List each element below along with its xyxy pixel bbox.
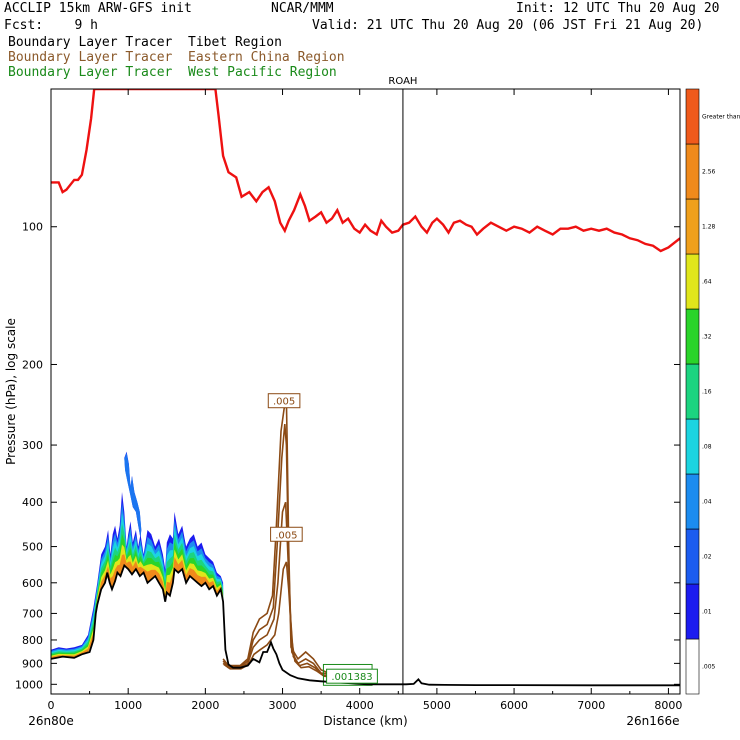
x-tick-label: 8000 xyxy=(654,699,682,712)
x-tick-label: 5000 xyxy=(423,699,451,712)
contour-label: .005 xyxy=(275,530,297,541)
contour-label-box xyxy=(270,526,303,542)
contour-label: .001383 xyxy=(331,672,372,683)
eastern-china-contour xyxy=(222,424,360,677)
colorbar-label: Greater than xyxy=(702,114,740,121)
colorbar-swatch xyxy=(685,583,700,640)
colorbar-label: .32 xyxy=(702,334,712,341)
y-tick-label: 900 xyxy=(22,657,43,670)
colorbar-label: .64 xyxy=(702,279,712,286)
y-tick-label: 800 xyxy=(22,634,43,647)
colorbar-swatch xyxy=(685,363,700,420)
colorbar-swatch xyxy=(685,638,700,695)
eastern-china-contour xyxy=(222,501,360,678)
colorbar-label: 2.56 xyxy=(702,169,716,176)
colorbar-label: .02 xyxy=(702,554,712,561)
colorbar-swatch xyxy=(685,88,700,145)
colorbar-swatch xyxy=(685,528,700,585)
y-tick-label: 300 xyxy=(22,439,43,452)
colorbar-swatch xyxy=(685,418,700,475)
valid-time: Valid: 21 UTC Thu 20 Aug 20 (06 JST Fri … xyxy=(312,18,704,33)
x-tick-label: 3000 xyxy=(269,699,297,712)
colorbar-label: .08 xyxy=(702,444,712,451)
colorbar-swatch xyxy=(685,473,700,530)
x-tick-label: 7000 xyxy=(577,699,605,712)
tropopause-line xyxy=(51,89,680,253)
x-tick-label: 2000 xyxy=(191,699,219,712)
tracer-plume-core xyxy=(124,452,142,538)
y-tick-label: 100 xyxy=(22,221,43,234)
x-tick-label: 6000 xyxy=(500,699,528,712)
x-tick-label: 1000 xyxy=(114,699,142,712)
colorbar-label: .16 xyxy=(702,389,712,396)
colorbar-swatch xyxy=(685,198,700,255)
y-tick-label: 700 xyxy=(22,607,43,620)
colorbar-label: .01 xyxy=(702,609,712,616)
y-tick-label: 1000 xyxy=(15,678,43,691)
contour-label-box xyxy=(326,668,378,684)
init-time: Init: 12 UTC Thu 20 Aug 20 xyxy=(516,1,720,16)
y-axis-label: Pressure (hPa), log scale xyxy=(4,318,18,465)
terrain-line xyxy=(51,563,680,687)
colorbar-label: 1.28 xyxy=(702,224,716,231)
plot-frame xyxy=(50,88,681,695)
forecast-hour: Fcst: 9 h xyxy=(4,18,98,33)
contour-label-box xyxy=(267,393,301,409)
org-label: NCAR/MMM xyxy=(271,1,334,16)
right-endpoint-label: 26n166e xyxy=(626,714,679,728)
model-title: ACCLIP 15km ARW-GFS init xyxy=(4,1,192,16)
colorbar-swatch xyxy=(685,143,700,200)
y-tick-label: 400 xyxy=(22,496,43,509)
contour-label: .005 xyxy=(273,397,295,408)
legend-west-pacific: Boundary Layer Tracer West Pacific Regio… xyxy=(8,65,337,80)
colorbar-label: .005 xyxy=(702,664,716,671)
y-tick-label: 200 xyxy=(22,358,43,371)
x-tick-label: 4000 xyxy=(346,699,374,712)
x-tick-label: 0 xyxy=(48,699,55,712)
colorbar-swatch xyxy=(685,308,700,365)
x-axis-label: Distance (km) xyxy=(323,714,407,728)
legend-tibet: Boundary Layer Tracer Tibet Region xyxy=(8,35,282,50)
marker-label: ROAH xyxy=(388,76,417,87)
colorbar-label: .04 xyxy=(702,499,712,506)
y-tick-label: 600 xyxy=(22,577,43,590)
legend-eastern-china: Boundary Layer Tracer Eastern China Regi… xyxy=(8,50,345,65)
left-endpoint-label: 26n80e xyxy=(28,714,74,728)
eastern-china-contour xyxy=(223,561,360,680)
tracer-band xyxy=(51,513,224,659)
colorbar-swatch xyxy=(685,253,700,310)
y-tick-label: 500 xyxy=(22,541,43,554)
